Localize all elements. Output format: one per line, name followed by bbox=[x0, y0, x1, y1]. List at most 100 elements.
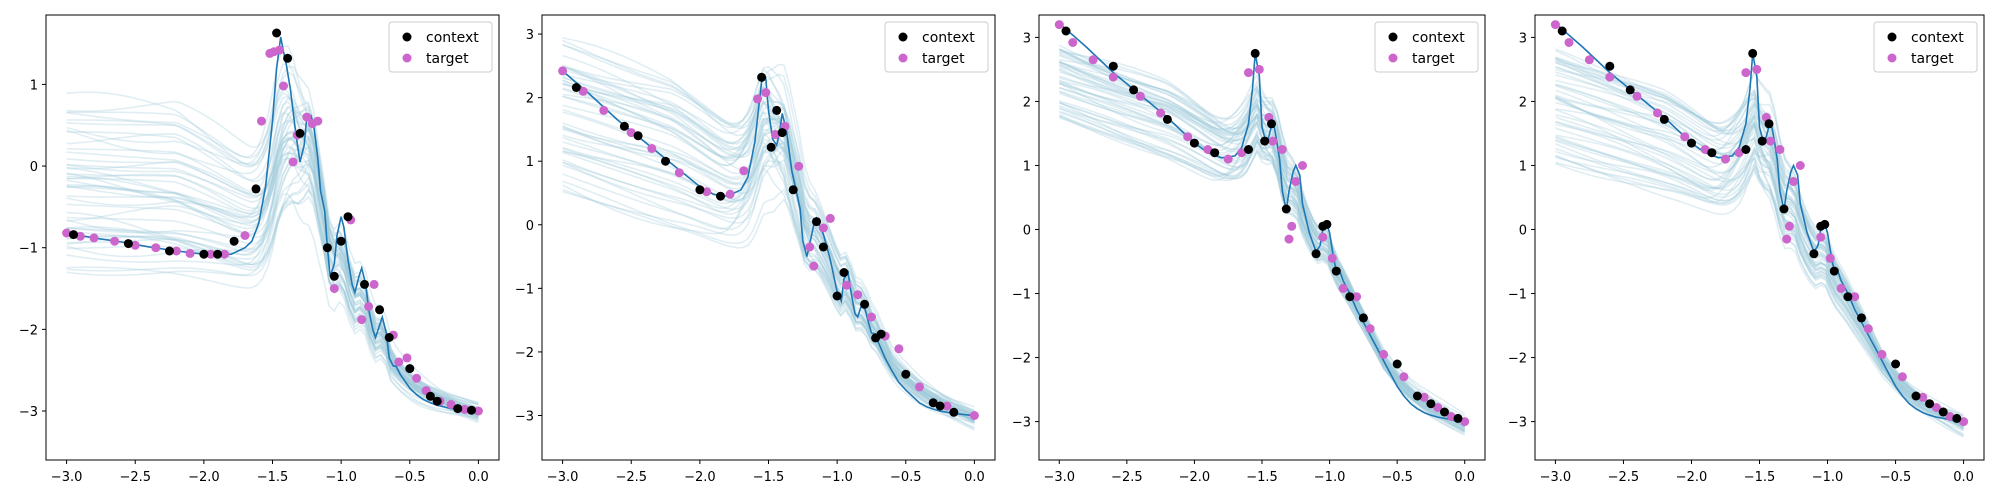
target-point bbox=[357, 315, 367, 325]
sample-curve bbox=[562, 83, 975, 416]
x-tick-label: −2.0 bbox=[1179, 470, 1211, 485]
x-tick-label: −2.5 bbox=[119, 470, 151, 485]
plot-area bbox=[62, 28, 483, 424]
x-tick-label: −2.0 bbox=[684, 470, 716, 485]
legend-target-label: target bbox=[1412, 51, 1455, 67]
target-point bbox=[1564, 38, 1574, 47]
context-point bbox=[839, 268, 849, 277]
legend-box bbox=[1374, 21, 1479, 73]
context-point bbox=[453, 404, 463, 414]
legend-target-label: target bbox=[426, 51, 469, 67]
sample-curve bbox=[66, 97, 479, 418]
plot-area bbox=[558, 37, 979, 431]
sample-curve bbox=[1059, 86, 1466, 426]
sample-curve bbox=[1058, 101, 1466, 433]
true-function-line bbox=[66, 36, 479, 412]
x-tick-label: −1.5 bbox=[1246, 470, 1278, 485]
sample-curve bbox=[562, 117, 975, 412]
sample-curve bbox=[1555, 155, 1964, 427]
legend-context-label: context bbox=[1412, 30, 1465, 46]
context-point bbox=[1779, 204, 1789, 214]
legend-context-marker bbox=[402, 32, 412, 42]
context-point bbox=[360, 279, 369, 289]
sample-curve bbox=[562, 131, 975, 416]
target-point bbox=[1789, 177, 1798, 186]
legend-context-marker bbox=[1887, 32, 1897, 42]
sample-curves bbox=[562, 37, 975, 431]
sample-curve bbox=[1555, 139, 1964, 424]
y-tick-label: −1 bbox=[1508, 288, 1527, 303]
x-tick-label: −1.0 bbox=[1812, 470, 1844, 485]
context-point bbox=[766, 142, 776, 152]
target-point bbox=[1419, 392, 1429, 402]
x-tick-label: −1.5 bbox=[1744, 470, 1776, 485]
legend-context-marker bbox=[1388, 32, 1398, 42]
target-point bbox=[1318, 232, 1328, 242]
context-point bbox=[1625, 85, 1635, 95]
x-axis: −3.0 −2.5 −2.0 −1.5 −1.0 −0.5 0.0 bbox=[51, 460, 489, 485]
target-point bbox=[446, 400, 456, 409]
x-tick-label: 0.0 bbox=[468, 470, 489, 485]
target-point bbox=[1877, 349, 1887, 359]
target-point bbox=[394, 357, 404, 367]
target-point bbox=[1327, 253, 1337, 263]
target-point bbox=[599, 105, 609, 115]
sample-curve bbox=[1555, 134, 1964, 421]
sample-curve bbox=[66, 121, 479, 416]
sample-curve bbox=[1058, 67, 1466, 427]
sample-curve bbox=[66, 195, 479, 417]
sample-curve bbox=[1059, 102, 1466, 424]
sample-curve bbox=[1555, 88, 1964, 417]
context-point bbox=[322, 243, 332, 253]
x-tick-label: −0.5 bbox=[1381, 470, 1413, 485]
sample-curve bbox=[66, 128, 479, 416]
sample-curve bbox=[1058, 63, 1465, 425]
sample-curve bbox=[1059, 107, 1465, 423]
target-point bbox=[1365, 324, 1375, 334]
y-axis: −3 −2 −1 0 1 2 3 bbox=[515, 28, 542, 425]
y-tick-label: −1 bbox=[515, 282, 534, 297]
context-points bbox=[1061, 26, 1463, 423]
target-points bbox=[1550, 20, 1969, 427]
target-points bbox=[1054, 20, 1470, 427]
true-function-line bbox=[1554, 22, 1964, 423]
context-point bbox=[1267, 119, 1276, 129]
target-point bbox=[674, 168, 684, 178]
sample-curve bbox=[1555, 123, 1965, 428]
sample-curve bbox=[1555, 108, 1965, 426]
sample-curve bbox=[1555, 121, 1964, 419]
target-point bbox=[1277, 145, 1287, 154]
context-point bbox=[336, 236, 346, 246]
context-point bbox=[1764, 119, 1774, 129]
context-point bbox=[571, 83, 581, 92]
sample-curve bbox=[66, 138, 479, 414]
context-point bbox=[876, 329, 886, 339]
context-point bbox=[1857, 313, 1866, 323]
sample-curve bbox=[66, 176, 479, 409]
target-point bbox=[558, 66, 568, 76]
target-point bbox=[1653, 108, 1662, 118]
y-tick-label: 3 bbox=[1519, 31, 1527, 46]
context-point bbox=[213, 249, 223, 259]
context-point bbox=[1952, 413, 1962, 423]
sample-curve bbox=[1059, 101, 1466, 425]
sample-curve bbox=[66, 193, 479, 415]
sample-curve bbox=[1059, 75, 1466, 425]
context-point bbox=[935, 401, 945, 411]
context-point bbox=[329, 271, 339, 281]
target-points bbox=[62, 45, 483, 416]
target-point bbox=[1784, 221, 1794, 231]
sample-curve bbox=[66, 112, 479, 416]
target-point bbox=[842, 280, 852, 290]
legend-target-marker bbox=[1388, 53, 1398, 63]
context-point bbox=[1741, 145, 1751, 154]
x-tick-label: −2.0 bbox=[188, 470, 220, 485]
target-point bbox=[1741, 68, 1751, 78]
target-point bbox=[1765, 136, 1775, 146]
sample-curve bbox=[66, 125, 479, 414]
sample-curve bbox=[562, 137, 975, 429]
target-point bbox=[809, 261, 819, 271]
target-point bbox=[1287, 221, 1297, 231]
y-tick-label: −1 bbox=[19, 242, 38, 257]
target-point bbox=[1298, 161, 1307, 170]
